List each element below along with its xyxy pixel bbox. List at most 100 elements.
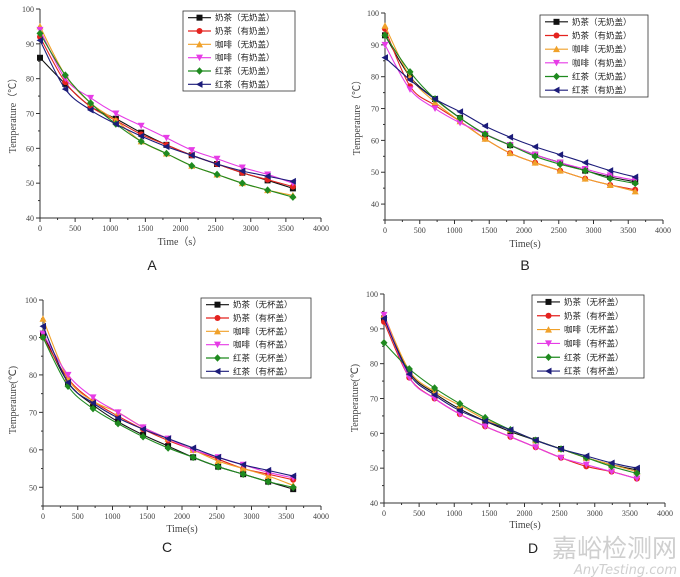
legend-label: 咖啡（无奶盖） (572, 44, 632, 55)
data-point (581, 159, 589, 167)
data-point (381, 22, 389, 29)
data-point (406, 86, 414, 93)
legend-swatch-marker (553, 18, 560, 25)
x-tick-label: 0 (38, 224, 42, 233)
x-tick-label: 500 (72, 512, 84, 521)
x-tick-label: 1000 (447, 226, 463, 235)
data-point (188, 151, 195, 159)
x-tick-label: 2000 (516, 226, 532, 235)
x-tick-label: 4000 (313, 512, 329, 521)
legend-swatch-marker (545, 367, 552, 375)
data-point (213, 170, 221, 179)
data-point (582, 452, 590, 460)
y-tick-label: 80 (29, 371, 37, 380)
legend-box (200, 297, 312, 379)
series-6 (39, 322, 297, 480)
y-tick-label: 60 (371, 136, 379, 145)
data-point (89, 404, 97, 413)
legend-label: 咖啡（有奶盖） (215, 53, 275, 64)
x-tick-label: 4000 (313, 224, 329, 233)
x-tick-label: 1500 (139, 512, 155, 521)
legend-swatch-marker (196, 40, 203, 48)
data-point (606, 167, 614, 175)
watermark-cn: 嘉峪检测网 (552, 534, 677, 563)
legend-swatch-marker (196, 28, 203, 34)
data-point (481, 130, 489, 138)
y-tick-label: 50 (370, 464, 378, 473)
data-point (162, 143, 170, 151)
legend-swatch-marker (214, 327, 221, 335)
data-point (633, 475, 641, 483)
y-tick-label: 90 (370, 325, 378, 334)
legend-label: 奶茶（有杯盖） (233, 313, 293, 324)
x-tick-label: 4000 (657, 509, 673, 518)
x-tick-label: 2500 (551, 226, 567, 235)
data-point (164, 444, 172, 452)
data-point (506, 141, 514, 149)
data-point (556, 160, 564, 169)
data-point (213, 155, 221, 163)
data-point (557, 445, 565, 453)
legend-swatch-marker (545, 298, 552, 305)
data-point (556, 167, 564, 174)
data-point (481, 417, 489, 425)
data-point (506, 149, 514, 157)
data-point (289, 483, 297, 492)
x-tick-label: 2000 (173, 224, 189, 233)
y-tick-label: 40 (26, 214, 34, 223)
panel-label: C (162, 539, 172, 555)
data-point (39, 322, 46, 330)
legend-label: 咖啡（有杯盖） (564, 338, 624, 349)
data-point (264, 172, 271, 180)
data-point (405, 370, 413, 378)
x-axis-label: Time（s） (158, 236, 203, 248)
y-tick-label: 60 (26, 144, 34, 153)
legend-label: 奶茶（无奶盖） (572, 17, 632, 28)
legend-box (539, 14, 649, 98)
legend-swatch-marker (214, 315, 221, 321)
data-point (89, 394, 97, 401)
data-point (631, 187, 639, 195)
x-tick-label: 500 (413, 509, 425, 518)
data-point (87, 106, 94, 114)
data-point (431, 105, 439, 113)
data-point (380, 311, 388, 319)
legend-swatch-marker (545, 353, 552, 362)
y-tick-label: 70 (370, 395, 378, 404)
y-tick-label: 100 (25, 296, 37, 305)
watermark-en: AnyTesting.com (573, 563, 677, 577)
panel-label: B (520, 257, 529, 273)
legend-label: 咖啡（无奶盖） (215, 39, 275, 50)
x-tick-label: 3000 (586, 226, 602, 235)
legend: 奶茶（无奶盖） 奶茶（有奶盖） 咖啡（无奶盖） 咖啡（有奶盖） 红茶（无奶盖） 红茶（有奶… (539, 14, 649, 98)
y-tick-label: 50 (26, 179, 34, 188)
legend-swatch-marker (214, 354, 221, 362)
data-point (238, 179, 246, 187)
data-point (114, 419, 122, 428)
legend-box (531, 294, 645, 379)
legend-label: 奶茶（无奶盖） (215, 13, 275, 24)
data-point (239, 470, 247, 478)
legend-box (182, 10, 296, 92)
data-point (406, 76, 414, 84)
data-point (531, 143, 539, 151)
data-point (61, 71, 69, 79)
legend-label: 红茶（无杯盖） (564, 352, 624, 363)
x-tick-label: 1000 (105, 512, 121, 521)
legend-swatch-marker (545, 326, 552, 333)
data-point (188, 147, 196, 154)
data-point (456, 399, 464, 408)
data-point (114, 409, 122, 416)
legend-label: 红茶（无杯盖） (233, 353, 293, 364)
x-tick-label: 0 (41, 512, 45, 521)
x-tick-label: 3500 (622, 509, 638, 518)
legend-label: 奶茶（无杯盖） (233, 300, 293, 311)
x-axis-label: Time(s) (509, 520, 540, 531)
y-tick-label: 70 (371, 105, 379, 114)
data-point (162, 134, 170, 142)
data-point (39, 315, 47, 322)
x-tick-label: 0 (383, 226, 387, 235)
data-point (239, 461, 247, 469)
data-point (189, 453, 197, 462)
data-point (264, 186, 272, 194)
